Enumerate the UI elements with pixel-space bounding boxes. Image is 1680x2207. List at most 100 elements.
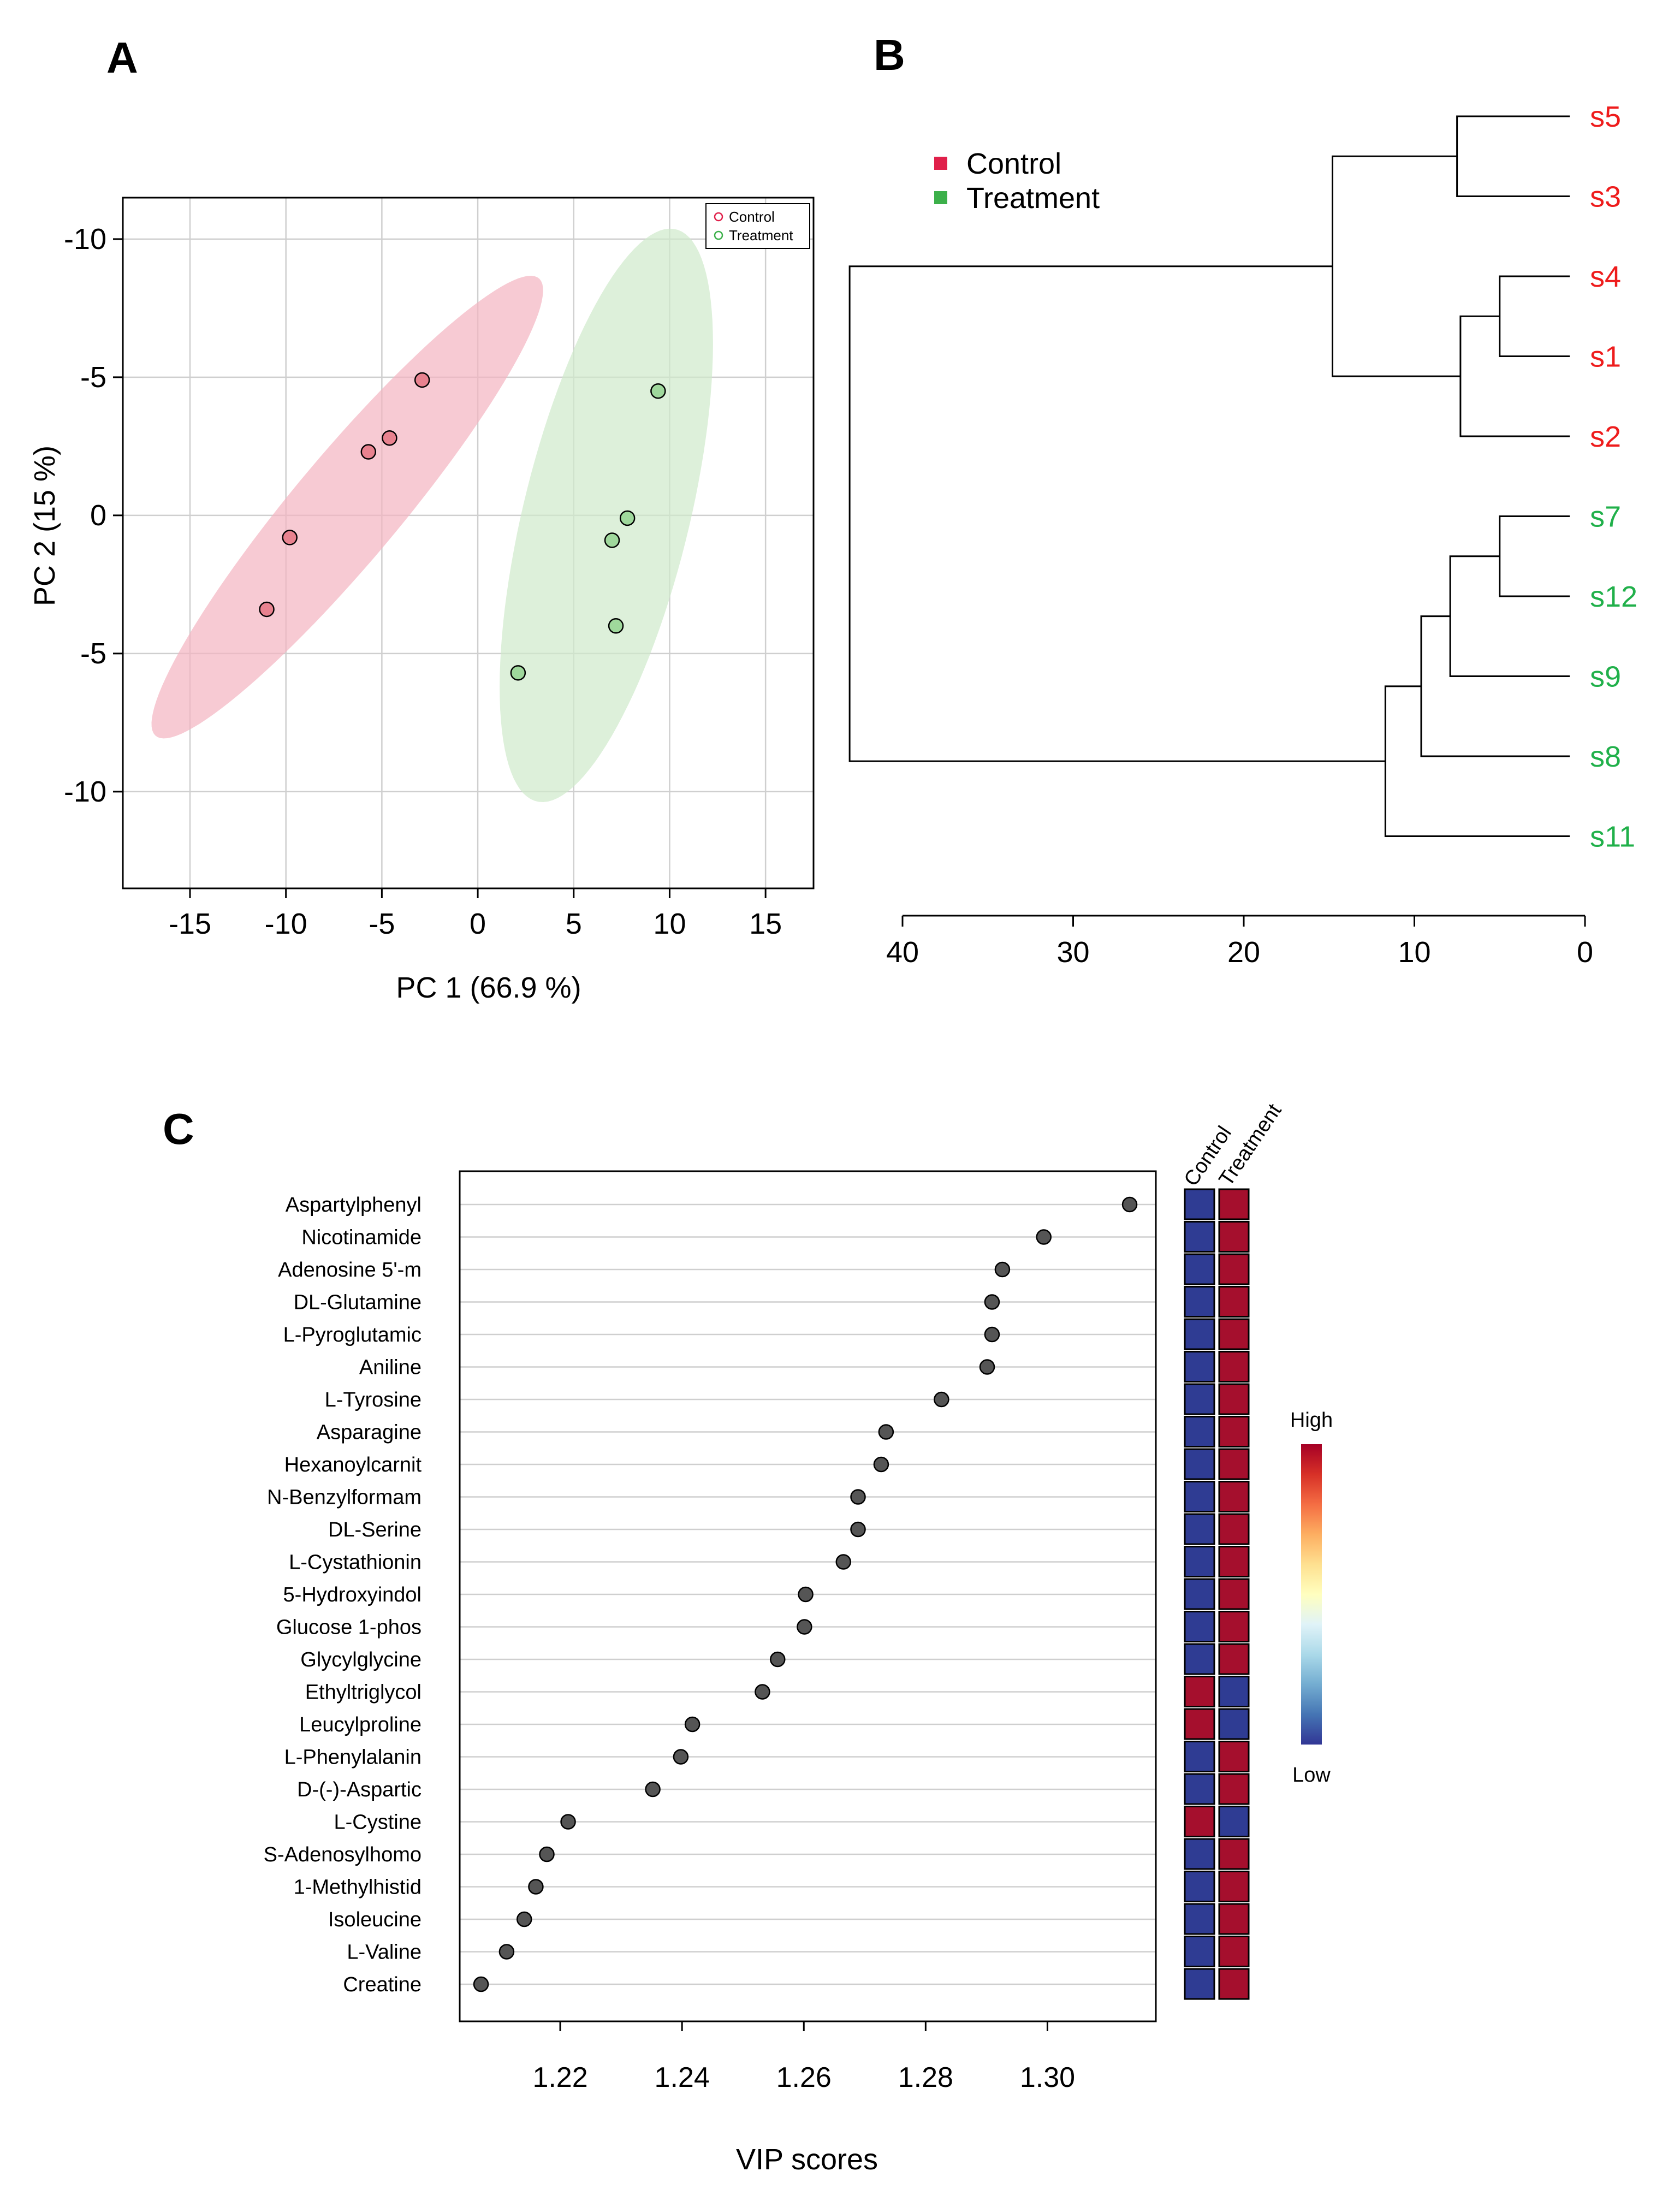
dendrogram-link [1459,315,1570,437]
heatmap-cell-treatment [1218,1351,1250,1383]
vip-point [684,1716,701,1733]
heatmap-cell-treatment [1218,1676,1250,1707]
heatmap-cell-treatment [1218,1286,1250,1318]
pca-point-control [360,444,377,460]
heatmap-cell-control [1184,1286,1215,1318]
vip-point [498,1944,515,1960]
heatmap-cell-control [1184,1253,1215,1285]
metabolite-label: L-Cystine [334,1811,422,1834]
pca-ellipse-control [151,276,543,739]
heatmap-cell-treatment [1218,1611,1250,1642]
dendrogram-leaf-label: s2 [1590,420,1621,453]
dendrogram-legend-control-label: Control [966,147,1061,180]
dendrogram-link [1384,685,1570,837]
vip-point [934,1391,949,1408]
metabolite-label: D-(-)-Aspartic [297,1778,422,1801]
pca-x-tick-label: -10 [265,907,307,940]
vip-point [850,1521,866,1538]
pca-legend-control-label: Control [729,209,775,225]
vip-x-ticks: 1.22 1.24 1.26 1.28 1.30 [532,2021,1075,2093]
pca-points [259,372,666,681]
vip-tick-label: 1.24 [655,2062,710,2093]
heatmap-cell-treatment [1218,1221,1250,1253]
dendrogram-leaf-labels: s5 s3 s4 s1 s2 s7 s12 s9 s8 s11 [1590,100,1637,853]
heatmap-cell-control [1184,1513,1215,1545]
heatmap-cell-control [1184,1968,1215,2000]
vip-plot: Aspartylphenyl Nicotinamide Adenosine 5'-m… [264,1100,1333,2176]
heatmap-cell-control [1184,1448,1215,1480]
heatmap-cell-control [1184,1871,1215,1902]
vip-point [984,1326,1000,1343]
dendrogram-leaf-label: s3 [1590,181,1621,213]
heatmap-cell-treatment [1218,1318,1250,1350]
metabolite-label: N-Benzylformam [267,1486,422,1509]
dendrogram-link [1420,615,1570,757]
vip-tick-label: 1.28 [898,2062,953,2093]
heatmap-cell-treatment [1218,1513,1250,1545]
heatmap-cell-control [1184,1708,1215,1740]
colorbar-low-label: Low [1292,1764,1331,1787]
metabolite-label: Creatine [343,1973,422,1996]
dendrogram-legend: Control Treatment [934,147,1100,215]
vip-point [645,1781,661,1797]
vip-point [770,1651,786,1668]
pca-x-tick-label: -15 [169,907,211,940]
heatmap-cell-treatment [1218,1708,1250,1740]
vip-point [473,1976,489,1992]
metabolite-label: Asparagine [317,1421,422,1444]
heatmap-cell-treatment [1218,1546,1250,1577]
heatmap-cell-control [1184,1676,1215,1707]
heatmap-cell-treatment [1218,1188,1250,1220]
vip-tick-label: 1.22 [532,2062,587,2093]
vip-tick-label: 1.30 [1020,2062,1075,2093]
metabolite-label: 5-Hydroxyindol [283,1583,422,1606]
pca-point-control [259,601,275,618]
dendrogram-leaf-label: s4 [1590,260,1621,293]
heatmap-cell-treatment [1218,1741,1250,1772]
heatmap-cell-treatment [1218,1871,1250,1902]
heatmap-cell-control [1184,1611,1215,1642]
heatmap-cell-treatment [1218,1968,1250,2000]
heatmap-cell-control [1184,1221,1215,1253]
heatmap-cell-control [1184,1546,1215,1577]
vip-heatmap [1184,1188,1250,2000]
dendrogram: Control Treatment s5 s3 s4 s1 s2 s7 s12 s9 s8 s11… [848,100,1637,969]
pca-legend-treatment-marker [714,230,723,240]
vip-point [878,1424,894,1440]
vip-point [755,1684,770,1700]
heatmap-cell-treatment [1218,1253,1250,1285]
dendrogram-leaf-label: s11 [1590,821,1635,853]
heatmap-cell-treatment [1218,1936,1250,1967]
vip-point [979,1359,995,1375]
vip-point [1121,1196,1138,1213]
pca-x-ticks: -15 -10 -5 0 5 10 15 [169,888,782,940]
pca-point-treatment [619,510,636,526]
vip-point [560,1814,576,1830]
pca-point-control [414,372,430,388]
dendrogram-leaf-label: s12 [1590,580,1637,613]
metabolite-label: Glycylglycine [300,1648,422,1671]
vip-frame [459,1170,1157,2022]
heatmap-cell-control [1184,1643,1215,1675]
metabolite-label: DL-Glutamine [294,1291,422,1314]
metabolite-label: 1-Methylhistid [294,1876,422,1899]
dendrogram-link [1456,115,1570,197]
metabolite-label: L-Cystathionin [289,1551,422,1574]
heatmap-cell-control [1184,1188,1215,1220]
dendrogram-link [1449,555,1570,677]
vip-point [994,1261,1011,1278]
heatmap-cell-treatment [1218,1383,1250,1415]
dendrogram-legend-control-swatch [934,157,947,170]
heatmap-cell-treatment [1218,1903,1250,1935]
heatmap-cell-treatment [1218,1773,1250,1805]
dendrogram-leaf-label: s8 [1590,740,1621,773]
pca-x-tick-label: 10 [653,907,686,940]
pca-y-tick-label: -10 [64,223,106,256]
vip-point [873,1456,889,1473]
metabolite-label: S-Adenosylhomo [264,1843,422,1866]
panel-label-c: C [163,1105,194,1153]
dendrogram-leaf-label: s1 [1590,341,1621,373]
pca-y-axis-title: PC 2 (15 %) [28,446,61,606]
heatmap-cell-control [1184,1773,1215,1805]
metabolite-label: L-Tyrosine [325,1389,422,1411]
